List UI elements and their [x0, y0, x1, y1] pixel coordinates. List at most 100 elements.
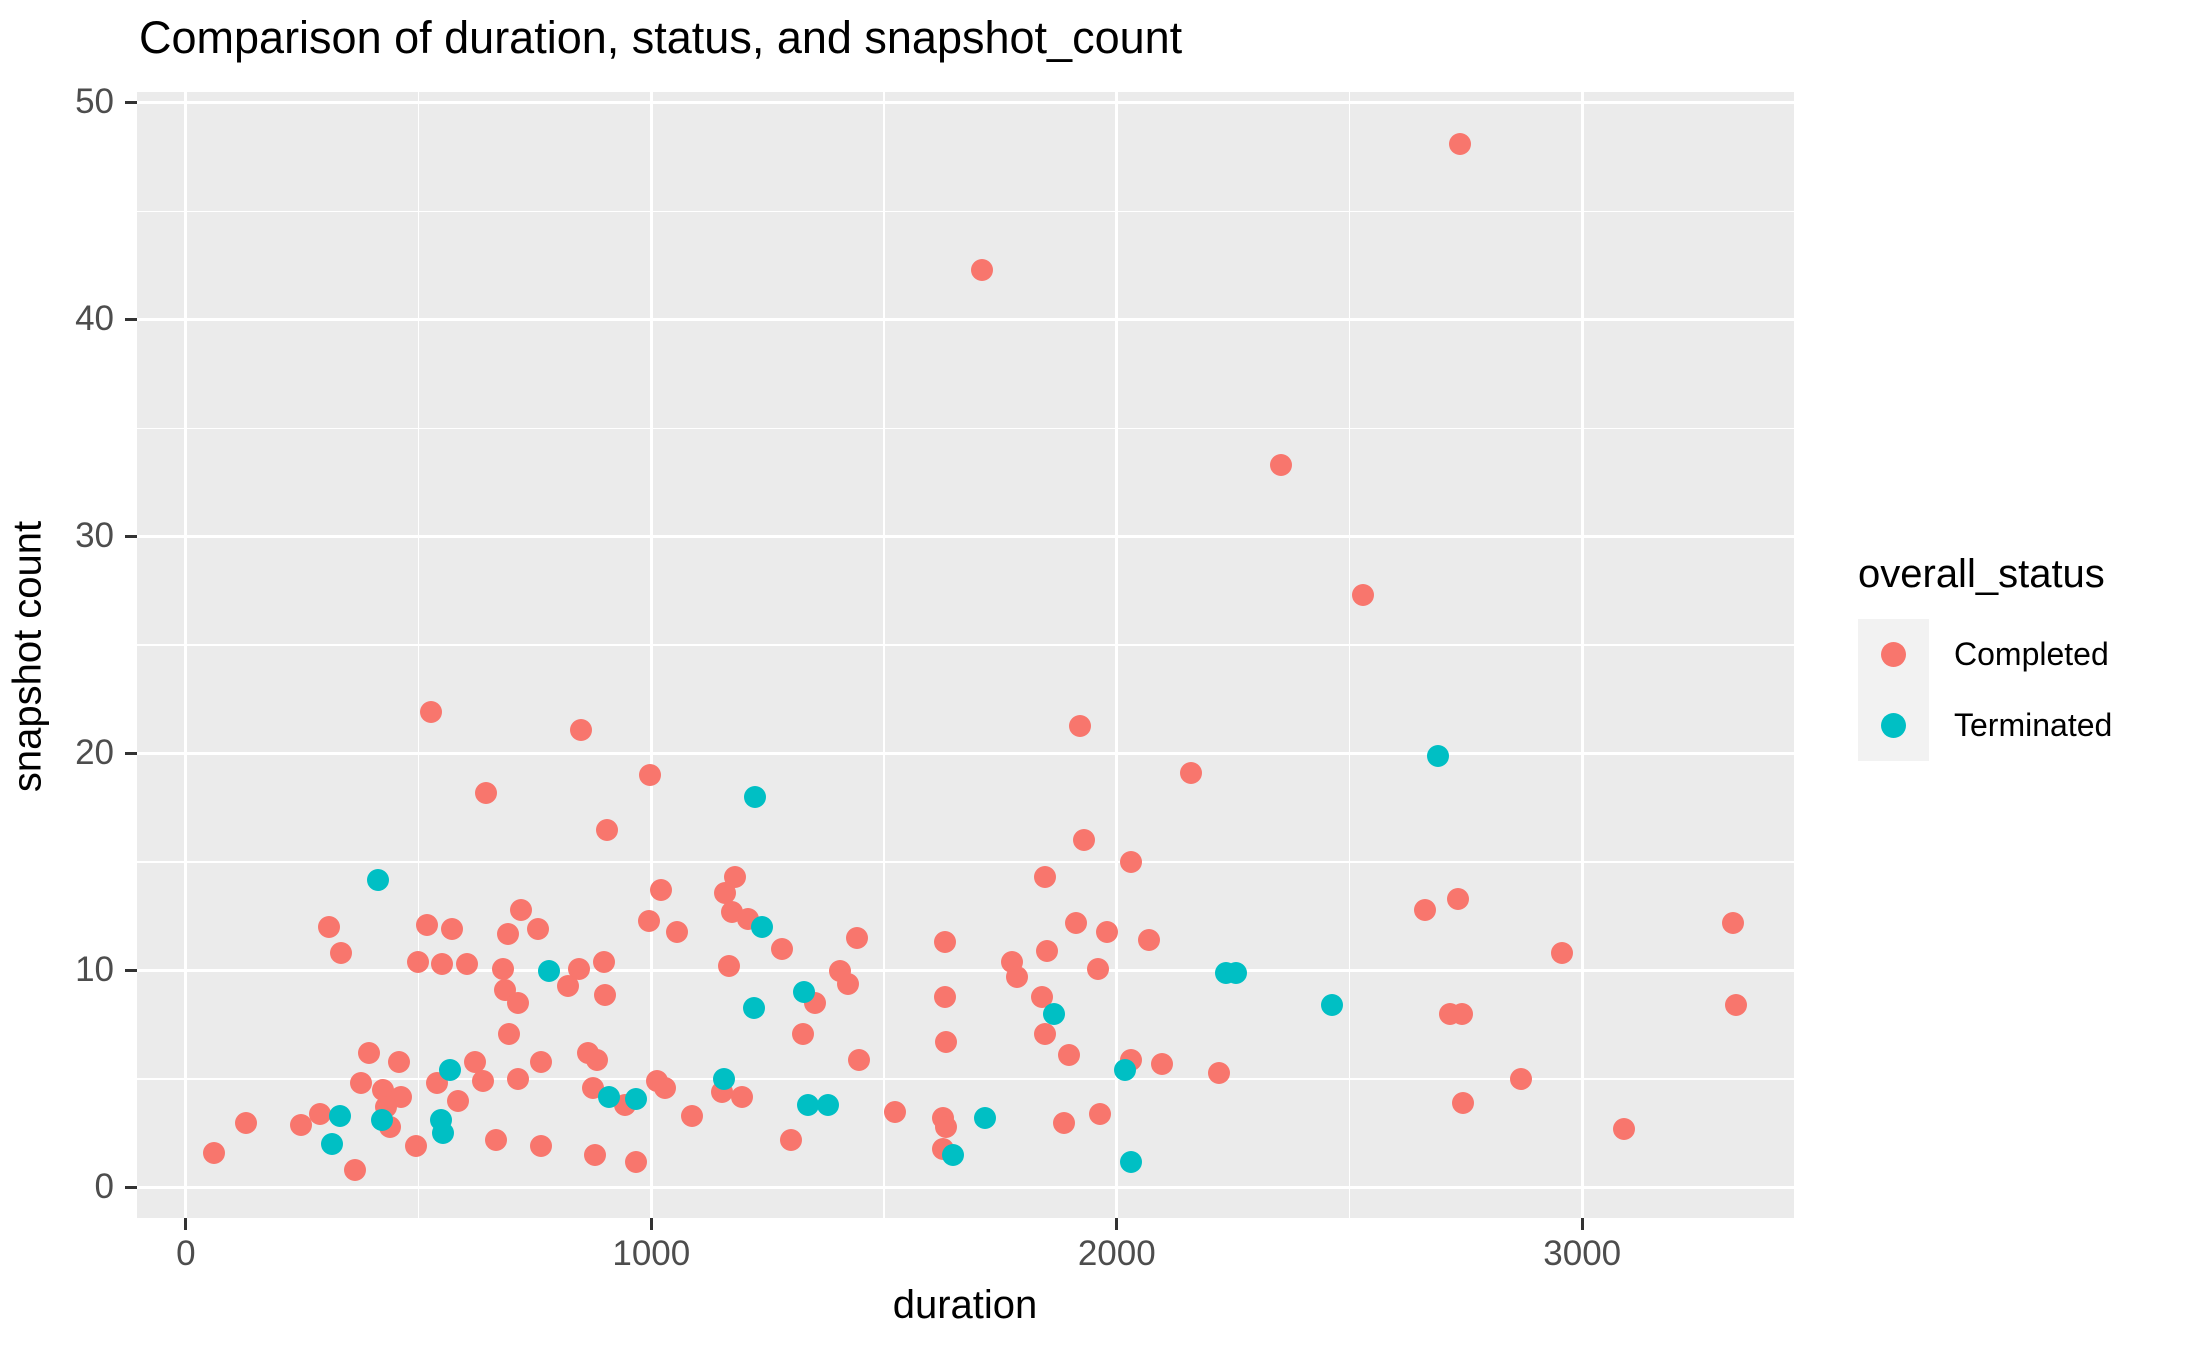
- data-point-completed: [1150, 1052, 1173, 1075]
- data-point-terminated: [1114, 1059, 1137, 1082]
- legend-key: [1858, 690, 1929, 761]
- x-major-gridline: [1115, 92, 1119, 1218]
- data-point-completed: [1180, 762, 1203, 785]
- data-point-completed: [1550, 942, 1573, 965]
- data-point-completed: [638, 764, 661, 787]
- data-point-completed: [507, 1068, 530, 1091]
- x-major-gridline: [1580, 92, 1584, 1218]
- data-point-completed: [415, 914, 438, 937]
- data-point-completed: [447, 1089, 470, 1112]
- data-point-completed: [317, 916, 340, 939]
- data-point-terminated: [797, 1094, 820, 1117]
- data-point-completed: [1208, 1061, 1231, 1084]
- x-minor-gridline: [417, 92, 420, 1218]
- y-minor-gridline: [137, 427, 1794, 430]
- data-point-completed: [557, 974, 580, 997]
- data-point-terminated: [792, 981, 815, 1004]
- data-point-completed: [567, 957, 590, 980]
- completed-point-icon: [1881, 642, 1906, 667]
- y-tick-mark: [125, 318, 137, 322]
- y-tick-label: 50: [75, 81, 114, 121]
- data-point-completed: [581, 1076, 604, 1099]
- x-major-gridline: [184, 92, 188, 1218]
- y-tick-label: 20: [75, 732, 114, 772]
- data-point-completed: [624, 1150, 647, 1173]
- data-point-completed: [934, 931, 957, 954]
- data-point-completed: [584, 1144, 607, 1167]
- data-point-terminated: [1042, 1003, 1065, 1026]
- data-point-completed: [1073, 829, 1096, 852]
- data-point-completed: [1725, 994, 1748, 1017]
- data-point-completed: [472, 1070, 495, 1093]
- data-point-terminated: [438, 1059, 461, 1082]
- legend-label-terminated: Terminated: [1954, 707, 2113, 743]
- data-point-completed: [527, 918, 550, 941]
- y-major-gridline: [137, 969, 1794, 973]
- data-point-completed: [1270, 454, 1293, 477]
- y-major-gridline: [137, 101, 1794, 105]
- data-point-terminated: [370, 1109, 393, 1132]
- x-axis-title: duration: [892, 1283, 1038, 1327]
- data-point-completed: [475, 781, 498, 804]
- data-point-terminated: [1119, 1150, 1142, 1173]
- data-point-completed: [1119, 851, 1142, 874]
- data-point-completed: [509, 898, 532, 921]
- data-point-completed: [456, 953, 479, 976]
- x-tick-mark: [184, 1218, 188, 1230]
- data-point-completed: [405, 1135, 428, 1158]
- data-point-completed: [596, 818, 619, 841]
- plot-panel: [137, 92, 1794, 1218]
- x-tick-mark: [649, 1218, 653, 1230]
- data-point-completed: [654, 1076, 677, 1099]
- data-point-completed: [431, 953, 454, 976]
- data-point-completed: [650, 879, 673, 902]
- data-point-completed: [1087, 957, 1110, 980]
- data-point-completed: [1033, 1022, 1056, 1045]
- x-tick-label: 1000: [612, 1234, 691, 1273]
- legend-label-completed: Completed: [1954, 636, 2109, 672]
- data-point-completed: [680, 1105, 703, 1128]
- legend: overall_status Completed Terminated: [1858, 552, 2112, 761]
- data-point-completed: [1064, 911, 1087, 934]
- x-minor-gridline: [883, 92, 885, 1218]
- data-point-terminated: [742, 996, 765, 1019]
- data-point-completed: [665, 920, 688, 943]
- data-point-completed: [934, 1115, 957, 1138]
- data-point-terminated: [598, 1085, 621, 1108]
- data-point-completed: [309, 1102, 332, 1125]
- data-point-completed: [837, 972, 860, 995]
- data-point-completed: [1052, 1111, 1075, 1134]
- data-point-terminated: [941, 1144, 964, 1167]
- x-major-gridline: [649, 92, 653, 1218]
- data-point-terminated: [817, 1094, 840, 1117]
- data-point-terminated: [328, 1105, 351, 1128]
- data-point-completed: [934, 1031, 957, 1054]
- y-tick-mark: [125, 535, 137, 539]
- data-point-completed: [1030, 985, 1053, 1008]
- data-point-completed: [506, 992, 529, 1015]
- data-point-terminated: [1321, 994, 1344, 1017]
- x-tick-label: 0: [176, 1234, 196, 1273]
- data-point-completed: [1089, 1102, 1111, 1125]
- data-point-completed: [585, 1048, 608, 1071]
- x-minor-gridline: [1348, 92, 1351, 1218]
- data-point-completed: [731, 1085, 754, 1108]
- data-point-completed: [440, 918, 463, 941]
- data-point-completed: [344, 1159, 367, 1182]
- data-point-completed: [713, 881, 736, 904]
- y-major-gridline: [137, 535, 1794, 539]
- y-major-gridline: [137, 752, 1794, 756]
- legend-title: overall_status: [1858, 552, 2105, 596]
- data-point-completed: [491, 957, 514, 980]
- data-point-terminated: [751, 916, 774, 939]
- data-point-terminated: [974, 1107, 997, 1130]
- data-point-completed: [718, 955, 741, 978]
- data-point-completed: [780, 1128, 803, 1151]
- x-tick-mark: [1115, 1218, 1119, 1230]
- data-point-completed: [971, 258, 994, 281]
- data-point-completed: [202, 1141, 225, 1164]
- data-point-completed: [792, 1022, 815, 1045]
- y-minor-gridline: [137, 644, 1794, 646]
- y-axis-title: snapshot count: [5, 520, 50, 793]
- y-minor-gridline: [137, 1078, 1794, 1080]
